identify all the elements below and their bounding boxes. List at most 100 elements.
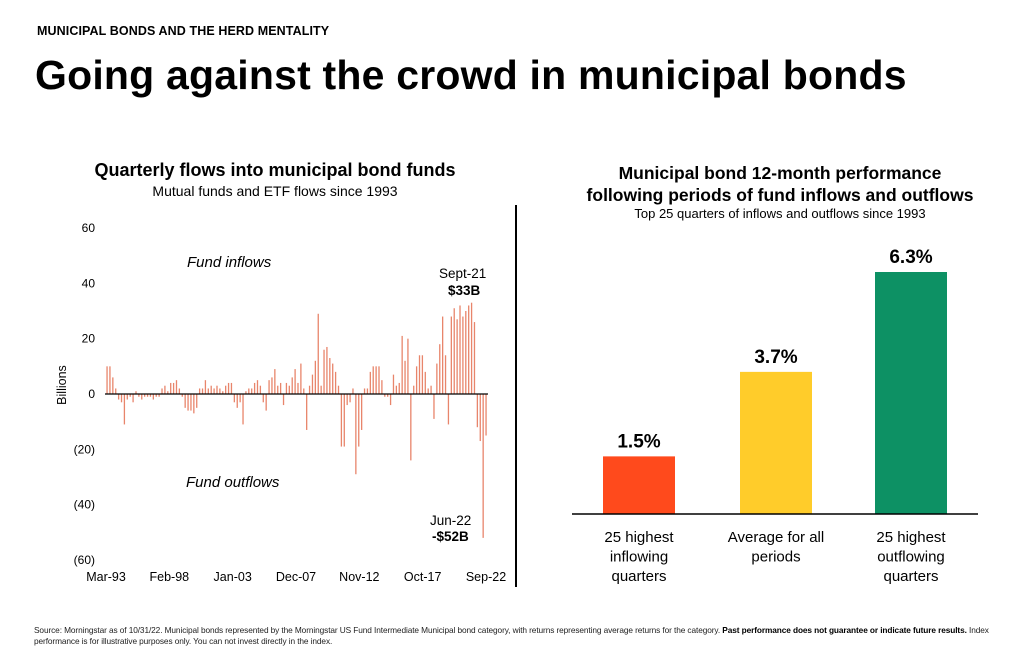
flows-chart: 60 40 20 0 (20) (40) (60) Billions Mar-93 Feb-98 J…	[55, 221, 506, 584]
flow-bar	[178, 388, 181, 394]
category-label: 25 highest	[604, 529, 674, 546]
flow-bar	[245, 391, 247, 394]
y-tick-label: (20)	[74, 442, 95, 456]
flow-bar	[300, 363, 302, 394]
page-title: Going against the crowd in municipal bon…	[35, 52, 907, 98]
flow-bar	[288, 385, 290, 394]
flow-bar	[181, 394, 183, 397]
y-axis-label: Billions	[55, 365, 69, 405]
y-tick-label: 0	[88, 387, 95, 401]
flow-bar	[227, 382, 230, 394]
flow-bar	[230, 382, 233, 394]
flow-bar	[415, 366, 418, 394]
flow-bar	[262, 394, 264, 403]
flow-bar	[294, 369, 296, 394]
flow-bar	[413, 385, 415, 394]
flow-bar	[256, 380, 259, 394]
x-tick-label: Jan-03	[214, 570, 252, 584]
flow-bar	[170, 382, 172, 394]
kicker: MUNICIPAL BONDS AND THE HERD MENTALITY	[37, 24, 330, 38]
flow-bar	[470, 302, 473, 394]
max-value-label: $33B	[448, 283, 481, 298]
flow-bar	[109, 366, 111, 394]
flow-bar	[355, 394, 357, 475]
chart-divider	[515, 205, 517, 587]
performance-chart-subtitle: Top 25 quarters of inflows and outflows …	[634, 206, 926, 221]
y-tick-label: 20	[82, 332, 96, 346]
flow-bar	[138, 394, 140, 397]
flow-bar	[282, 394, 285, 406]
flow-bar	[444, 355, 447, 394]
flow-bar	[190, 394, 192, 411]
flow-bar	[106, 366, 108, 394]
inflows-annotation: Fund inflows	[187, 254, 272, 271]
flow-bar	[115, 388, 117, 394]
flow-bar	[358, 394, 360, 447]
flow-bar	[329, 358, 331, 394]
flow-bar	[384, 394, 386, 397]
min-value-label: -$52B	[432, 529, 469, 544]
category-label: periods	[751, 549, 800, 566]
flow-bar	[155, 394, 157, 397]
flow-bar	[279, 382, 282, 394]
flow-bar	[308, 385, 311, 394]
flow-bar	[112, 377, 114, 394]
flow-bar	[117, 394, 120, 400]
flow-bar	[161, 388, 163, 394]
flow-bar	[187, 394, 189, 411]
flow-bar	[164, 385, 166, 394]
x-tick-label: Feb-98	[150, 570, 190, 584]
flow-bar	[389, 394, 392, 406]
flow-bar	[453, 308, 455, 394]
performance-bar	[603, 456, 675, 514]
y-tick-label: 40	[82, 276, 96, 290]
flow-bar	[424, 371, 426, 394]
category-label: inflowing	[610, 549, 668, 566]
flow-bar	[450, 316, 452, 394]
flow-bar	[306, 394, 308, 430]
flow-bar	[334, 371, 337, 394]
flow-bar	[132, 394, 134, 403]
flow-bar	[418, 355, 421, 394]
flow-bar	[314, 360, 317, 394]
performance-value-label: 1.5%	[617, 431, 660, 452]
flow-bar	[236, 394, 238, 408]
flow-bar	[225, 385, 227, 394]
flow-bar	[369, 371, 371, 394]
flows-chart-title: Quarterly flows into municipal bond fund…	[94, 160, 456, 180]
category-label: Average for all	[728, 529, 824, 546]
performance-value-label: 3.7%	[754, 347, 797, 368]
flow-bar	[152, 394, 154, 400]
flow-bar	[392, 374, 395, 394]
min-date-label: Jun-22	[430, 513, 472, 528]
flow-bar	[129, 394, 131, 397]
flow-bar	[158, 394, 160, 397]
flow-bar	[473, 322, 476, 394]
x-tick-label: Sep-22	[466, 570, 506, 584]
flow-bar	[372, 366, 374, 394]
flows-chart-subtitle: Mutual funds and ETF flows since 1993	[152, 183, 398, 199]
flow-bar	[175, 380, 178, 394]
y-tick-label: 60	[82, 221, 96, 235]
flow-bar	[366, 388, 369, 394]
flow-bar	[482, 394, 484, 538]
category-label: quarters	[611, 568, 666, 585]
flow-bar	[462, 316, 464, 394]
flow-bar	[439, 344, 441, 394]
flow-bar	[442, 316, 444, 394]
flow-bar	[332, 363, 334, 394]
x-tick-label: Mar-93	[86, 570, 126, 584]
flow-bar	[167, 391, 169, 394]
flow-bar	[459, 305, 461, 394]
max-date-label: Sept-21	[439, 266, 487, 281]
flow-bar	[149, 394, 152, 397]
flow-bar	[323, 349, 325, 394]
flow-bar	[259, 385, 262, 394]
flow-bar	[468, 305, 470, 394]
flow-bar	[378, 366, 380, 394]
flow-bar	[401, 335, 403, 394]
flow-bar	[404, 360, 406, 394]
flow-bar	[135, 391, 137, 394]
flow-bar	[485, 394, 487, 436]
flow-bar	[193, 394, 195, 414]
